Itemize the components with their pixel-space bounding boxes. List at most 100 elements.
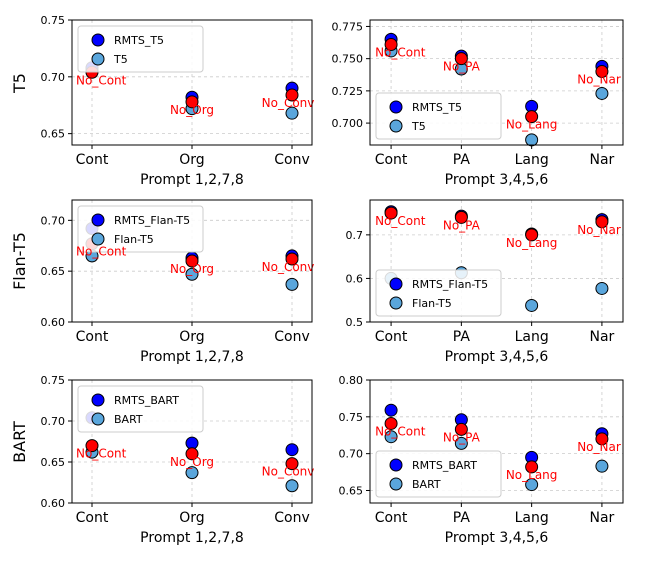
row-label: T5 <box>10 73 29 94</box>
point-base <box>525 478 539 492</box>
x-tick-label: Nar <box>590 329 615 345</box>
legend-box <box>375 450 502 498</box>
legend-marker <box>91 232 105 246</box>
x-tick-label: PA <box>453 510 471 526</box>
point-base <box>185 466 199 480</box>
y-tick-label: 0.65 <box>339 484 364 497</box>
y-tick-label: 0.775 <box>332 20 364 33</box>
point-base <box>285 106 299 120</box>
legend-marker <box>389 458 403 472</box>
x-tick-label: Nar <box>590 152 615 168</box>
x-axis-label: Prompt 3,4,5,6 <box>445 172 549 188</box>
data-label: No_PA <box>443 218 481 232</box>
data-label: No_Org <box>170 455 214 469</box>
data-label: No_Org <box>170 262 214 276</box>
y-tick-label: 0.60 <box>41 316 66 329</box>
x-tick-label: Lang <box>515 152 549 168</box>
point-noctx <box>85 439 99 453</box>
y-tick-label: 0.70 <box>41 415 66 428</box>
axes-frame <box>369 379 624 504</box>
legend-marker <box>389 296 403 310</box>
point-noctx <box>454 422 468 436</box>
data-label: No_Cont <box>375 45 426 59</box>
legend-label: RMTS_Flan-T5 <box>114 214 190 227</box>
x-tick-label: Org <box>179 152 204 168</box>
x-axis-label: Prompt 1,2,7,8 <box>140 172 244 188</box>
point-noctx <box>384 37 398 51</box>
data-label: No_Nar <box>577 440 621 454</box>
x-tick-label: PA <box>453 329 471 345</box>
y-tick-label: 0.70 <box>41 71 66 84</box>
legend: RMTS_Flan-T5 Flan-T5 <box>77 205 204 253</box>
axes-frame <box>71 19 313 146</box>
point-noctx <box>285 88 299 102</box>
point-noctx <box>185 447 199 461</box>
y-tick-label: 0.75 <box>339 411 364 424</box>
legend-label: BART <box>412 478 441 491</box>
x-tick-label: Conv <box>274 510 310 526</box>
data-label: No_Conv <box>262 260 315 274</box>
point-base <box>285 479 299 493</box>
legend: RMTS_Flan-T5 Flan-T5 <box>375 269 502 317</box>
data-label: No_Conv <box>262 465 315 479</box>
legend-marker <box>91 213 105 227</box>
y-tick-label: 0.5 <box>346 316 364 329</box>
x-tick-label: Org <box>179 329 204 345</box>
legend-box <box>77 205 204 253</box>
legend-label: RMTS_T5 <box>114 34 164 47</box>
legend-label: T5 <box>411 120 426 133</box>
legend-box <box>375 269 502 317</box>
axes-frame <box>71 379 313 504</box>
x-axis-label: Prompt 1,2,7,8 <box>140 530 244 546</box>
point-base <box>525 298 539 312</box>
data-label: No_PA <box>443 60 481 74</box>
x-axis-label: Prompt 1,2,7,8 <box>140 349 244 365</box>
x-tick-label: Cont <box>375 329 408 345</box>
legend-label: RMTS_T5 <box>412 101 462 114</box>
point-noctx <box>595 215 609 229</box>
y-tick-label: 0.65 <box>41 456 66 469</box>
point-noctx <box>454 52 468 66</box>
x-tick-label: PA <box>453 152 471 168</box>
x-tick-label: Cont <box>76 510 109 526</box>
y-tick-label: 0.70 <box>339 448 364 461</box>
data-label: No_Nar <box>577 223 621 237</box>
legend-marker <box>389 277 403 291</box>
subplot-2-0: 0.60 0.65 0.70 0.75 Cont Org Conv Prompt 1,2,7,… <box>41 374 315 546</box>
x-tick-label: Conv <box>274 329 310 345</box>
y-tick-label: 0.6 <box>346 272 364 285</box>
legend-label: RMTS_BART <box>114 394 179 407</box>
subplot-1-0: 0.60 0.65 0.70 Cont Org Conv Prompt 1,2,7,8 RMT… <box>41 199 315 365</box>
data-label: No_Cont <box>375 214 426 228</box>
point-base <box>384 430 398 444</box>
legend-marker <box>91 52 105 66</box>
point-base <box>595 86 609 100</box>
point-noctx <box>285 252 299 266</box>
legend-label: Flan-T5 <box>114 233 154 246</box>
subplot-0-0: 0.65 0.70 0.75 Cont Org Conv Prompt 1,2,7,8 RMT… <box>41 14 315 188</box>
row-label: Flan-T5 <box>10 232 29 290</box>
legend: RMTS_T5 T5 <box>375 92 502 140</box>
y-tick-label: 0.750 <box>332 53 364 66</box>
legend: RMTS_BART BART <box>77 385 204 433</box>
legend-label: Flan-T5 <box>412 297 452 310</box>
axes-frame <box>369 199 624 323</box>
x-tick-label: Nar <box>590 510 615 526</box>
x-tick-label: Lang <box>515 329 549 345</box>
subplot-1-1: 0.5 0.6 0.7 Cont PA Lang Nar Prompt 3,4,5,6 RMTS… <box>346 199 624 365</box>
point-noctx <box>384 206 398 220</box>
subplot-0-1: 0.700 0.725 0.750 0.775 Cont PA Lang Nar Prompt … <box>332 19 624 188</box>
y-tick-label: 0.65 <box>41 128 66 141</box>
point-rmts <box>384 403 398 417</box>
legend-box <box>77 385 204 433</box>
y-tick-label: 0.75 <box>41 14 66 27</box>
x-tick-label: Cont <box>76 152 109 168</box>
x-tick-label: Cont <box>76 329 109 345</box>
point-noctx <box>525 228 539 242</box>
legend-marker <box>91 393 105 407</box>
row-label: BART <box>10 421 29 463</box>
legend-marker <box>389 100 403 114</box>
axes-frame <box>71 199 313 323</box>
data-label: No_Conv <box>262 96 315 110</box>
point-base <box>525 133 539 147</box>
